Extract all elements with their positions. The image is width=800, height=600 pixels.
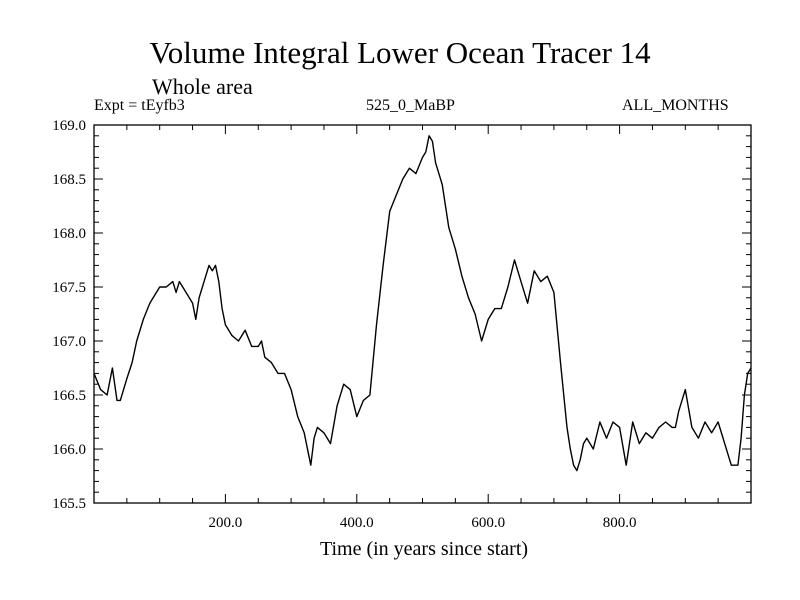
series-line xyxy=(93,135,752,472)
y-tick-label: 167.5 xyxy=(52,280,86,296)
x-tick-label: 400.0 xyxy=(340,515,374,531)
expt-label: Expt = tEyfb3 xyxy=(94,97,185,114)
period-label: 525_0_MaBP xyxy=(366,97,455,114)
y-tick-label: 168.0 xyxy=(52,226,86,242)
plot-frame xyxy=(93,124,752,504)
y-tick-label: 165.5 xyxy=(52,496,86,512)
months-label: ALL_MONTHS xyxy=(622,97,729,114)
chart-subtitle: Whole area xyxy=(152,74,253,99)
y-tick-label: 166.0 xyxy=(52,442,86,458)
y-tick-label: 168.5 xyxy=(52,172,86,188)
y-tick-label: 167.0 xyxy=(52,334,86,350)
axis-tick-labels: 200.0 400.0 600.0 800.0 165.5 166.0 166.5 167.0… xyxy=(52,118,636,531)
x-tick-label: 800.0 xyxy=(603,515,637,531)
x-tick-label: 200.0 xyxy=(209,515,243,531)
y-tick-label: 166.5 xyxy=(52,388,86,404)
axis-ticks xyxy=(94,125,751,503)
chart-title: Volume Integral Lower Ocean Tracer 14 xyxy=(149,35,651,70)
x-tick-label: 600.0 xyxy=(471,515,505,531)
y-tick-label: 169.0 xyxy=(52,118,86,134)
x-axis-label: Time (in years since start) xyxy=(319,538,529,560)
